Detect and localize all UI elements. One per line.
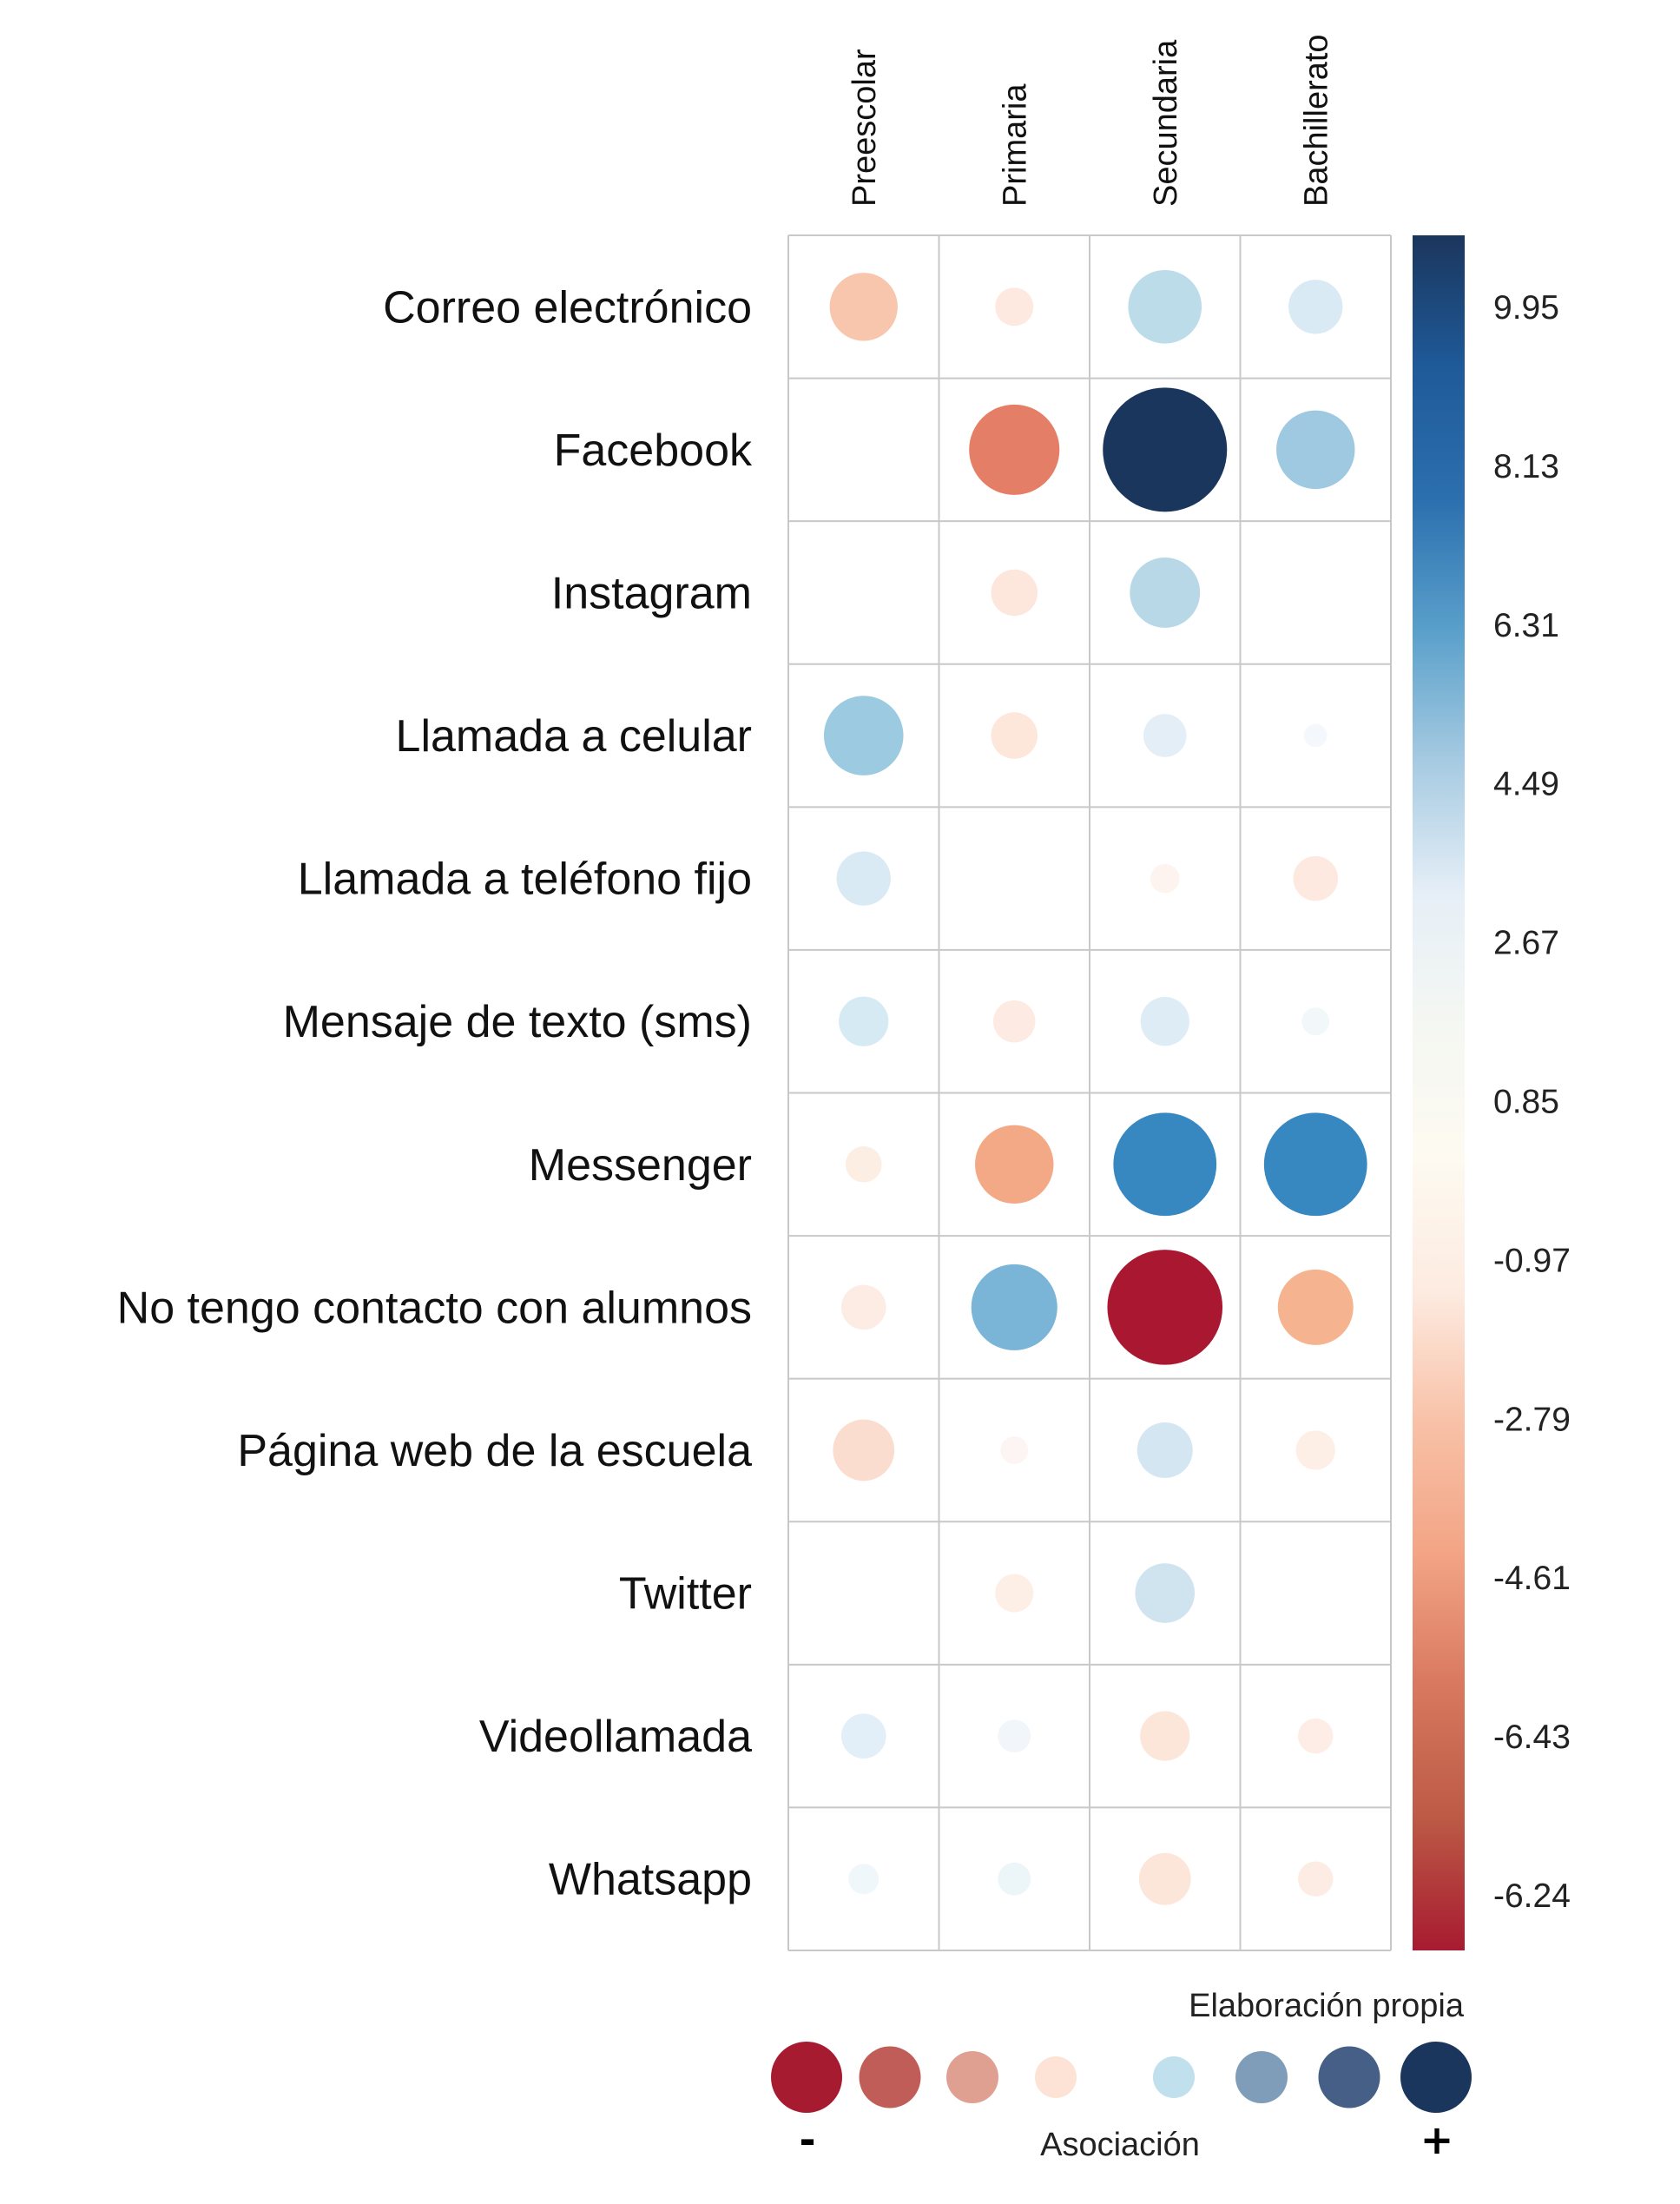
colorbar-tick-labels: 9.95 8.13 6.31 4.49 2.67 0.85 -0.97 -2.79 -4.61 -… — [1493, 289, 1571, 1915]
legend-swatch — [1035, 2056, 1077, 2098]
legend-negative-sign: - — [799, 2116, 815, 2163]
colorbar-tick-label: -6.24 — [1493, 1877, 1571, 1915]
colorbar-tick-label: 6.31 — [1493, 607, 1559, 644]
row-label: Instagram — [551, 568, 752, 618]
data-circle — [1143, 714, 1187, 757]
circle-marks — [823, 269, 1367, 1905]
data-circle — [1103, 387, 1228, 512]
legend-swatch — [859, 2046, 921, 2108]
legend-positive-sign: + — [1420, 2116, 1454, 2163]
row-label: Whatsapp — [549, 1855, 752, 1905]
data-circle — [975, 1125, 1054, 1204]
data-circle — [1276, 410, 1355, 490]
data-circle — [1303, 723, 1328, 748]
row-label: Llamada a celular — [396, 711, 752, 762]
data-circle — [848, 1864, 880, 1895]
data-circle — [845, 1145, 882, 1183]
data-circle — [998, 1719, 1031, 1753]
colorbar-tick-label: 0.85 — [1493, 1084, 1559, 1121]
legend-swatch — [771, 2042, 842, 2113]
data-circle — [1263, 1112, 1367, 1217]
data-circle — [829, 273, 898, 341]
data-circle — [840, 1713, 886, 1759]
data-circle — [836, 851, 891, 906]
data-circle — [1130, 558, 1201, 628]
row-label: Mensaje de texto (sms) — [283, 997, 752, 1047]
data-circle — [1140, 1711, 1190, 1761]
row-labels: Correo electrónico Facebook Instagram Llama… — [117, 282, 753, 1904]
column-label: Secundaria — [1148, 39, 1184, 207]
row-label: Página web de la escuela — [237, 1426, 752, 1476]
data-circle — [1298, 1718, 1334, 1754]
data-circle — [1298, 1861, 1334, 1897]
row-label: Twitter — [619, 1569, 752, 1620]
data-circle — [991, 712, 1038, 759]
colorbar-tick-label: 2.67 — [1493, 925, 1559, 962]
data-circle — [1136, 1422, 1193, 1478]
row-label: Messenger — [529, 1140, 752, 1191]
row-label: Facebook — [554, 426, 753, 476]
legend-label: Asociación — [1040, 2127, 1200, 2163]
row-label: No tengo contacto con alumnos — [117, 1283, 752, 1333]
data-circle — [993, 1000, 1036, 1043]
data-circle — [1107, 1250, 1223, 1365]
column-label: Bachillerato — [1298, 34, 1334, 207]
data-circle — [1150, 863, 1180, 894]
data-circle — [1295, 1430, 1335, 1470]
data-circle — [840, 1284, 886, 1330]
data-circle — [969, 404, 1060, 495]
data-circle — [839, 996, 889, 1046]
data-circle — [1000, 1435, 1029, 1464]
data-circle — [1128, 269, 1202, 344]
legend-swatch — [1400, 2042, 1472, 2113]
legend-swatches — [771, 2042, 1472, 2113]
data-circle — [833, 1419, 895, 1481]
data-circle — [991, 569, 1038, 617]
legend-swatch — [1153, 2056, 1195, 2098]
data-circle — [1277, 1269, 1354, 1345]
data-circle — [1140, 997, 1189, 1046]
data-circle — [1135, 1563, 1196, 1623]
row-label: Llamada a teléfono fijo — [298, 855, 752, 905]
row-label: Correo electrónico — [383, 282, 752, 333]
legend-swatch — [1318, 2046, 1380, 2108]
data-circle — [995, 1574, 1034, 1613]
column-label: Primaria — [997, 83, 1033, 207]
data-circle — [971, 1264, 1057, 1350]
legend-caption: Elaboración propia — [1189, 1988, 1465, 2024]
colorbar-tick-label: 9.95 — [1493, 289, 1559, 327]
colorbar-tick-label: -2.79 — [1493, 1401, 1571, 1438]
legend-swatch — [1235, 2051, 1288, 2103]
column-labels: Preescolar Primaria Secundaria Bachillerato — [847, 34, 1335, 207]
colorbar-tick-label: -0.97 — [1493, 1242, 1571, 1279]
plot-grid — [787, 234, 1392, 1951]
row-label: Videollamada — [479, 1712, 752, 1762]
data-circle — [823, 696, 904, 775]
colorbar-tick-label: 4.49 — [1493, 766, 1559, 803]
data-circle — [1301, 1007, 1330, 1036]
data-circle — [995, 287, 1034, 327]
data-circle — [1288, 280, 1343, 334]
size-legend: Elaboración propia - Asociación + — [771, 1988, 1472, 2163]
colorbar-tick-label: -6.43 — [1493, 1719, 1571, 1756]
data-circle — [1138, 1852, 1191, 1905]
legend-swatch — [946, 2051, 998, 2103]
column-label: Preescolar — [847, 49, 883, 207]
data-circle — [998, 1862, 1031, 1896]
colorbar — [1413, 235, 1465, 1950]
colorbar-gradient — [1413, 235, 1465, 1950]
data-circle — [1113, 1112, 1217, 1217]
colorbar-tick-label: 8.13 — [1493, 448, 1559, 485]
data-circle — [1293, 855, 1339, 901]
colorbar-tick-label: -4.61 — [1493, 1560, 1571, 1597]
